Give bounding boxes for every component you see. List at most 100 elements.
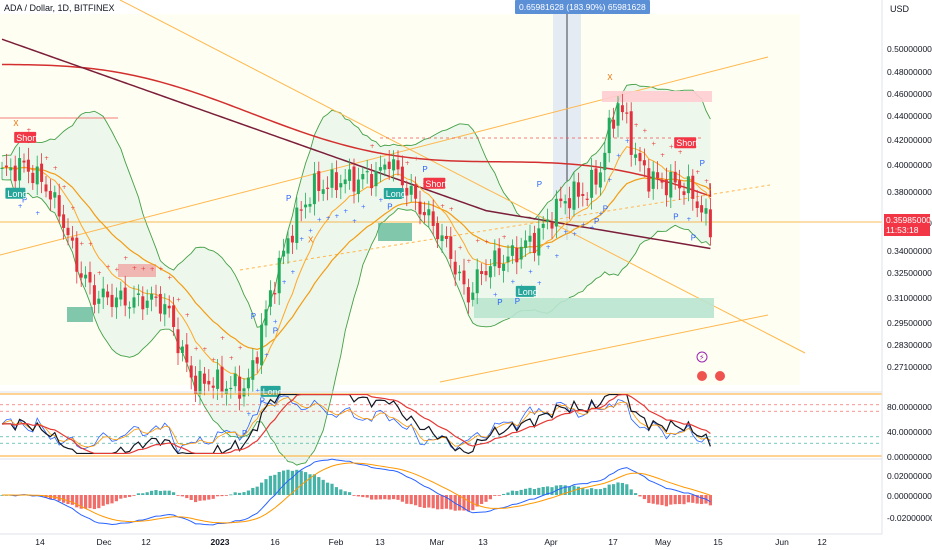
candle-body — [708, 209, 712, 238]
price-tick-label: 0.28300000 — [887, 340, 932, 350]
macd-histogram-bar — [79, 495, 83, 509]
trailing-stop-marker: + — [290, 269, 295, 276]
candle-body — [440, 235, 444, 242]
candle-body — [88, 272, 92, 283]
bollinger-fill — [2, 84, 711, 466]
candle-body — [216, 369, 220, 389]
macd-histogram-bar — [128, 495, 132, 497]
candle-body — [334, 172, 338, 191]
trailing-stop-marker: + — [106, 264, 111, 271]
demand-zone — [474, 298, 714, 318]
candle-body — [75, 237, 79, 272]
candle-body — [598, 172, 602, 188]
candle-body — [176, 329, 180, 354]
macd-histogram-bar — [682, 495, 686, 505]
time-tick-label: 13 — [375, 537, 385, 547]
candle-body — [488, 266, 492, 278]
macd-histogram-bar — [66, 495, 70, 505]
candle-body — [686, 176, 690, 194]
macd-pane[interactable] — [0, 458, 882, 526]
candle-body — [691, 175, 695, 199]
candle-body — [97, 298, 101, 304]
signal-text: Long — [7, 189, 27, 199]
trailing-stop-marker: + — [26, 127, 31, 134]
candle-body — [114, 297, 118, 308]
macd-histogram-bar — [427, 495, 431, 508]
macd-histogram-bar — [268, 475, 272, 495]
trailing-stop-marker: + — [158, 265, 163, 272]
candle-body — [422, 212, 426, 216]
candle-body — [396, 160, 400, 170]
macd-histogram-bar — [321, 479, 325, 495]
oscillator-pane[interactable] — [0, 391, 882, 457]
macd-histogram-bar — [422, 495, 426, 508]
macd-histogram-bar — [502, 493, 506, 495]
trailing-stop-marker: + — [502, 234, 507, 241]
pivot-label: P — [286, 194, 291, 203]
macd-histogram-bar — [691, 495, 695, 503]
macd-histogram-bar — [330, 483, 334, 495]
price-tick-label: 0.34000000 — [887, 246, 932, 256]
candle-body — [110, 294, 114, 307]
candle-body — [163, 304, 167, 315]
price-tick-label: 0.38000000 — [887, 187, 932, 197]
ma-light-orange — [1, 146, 711, 380]
candle-body — [607, 117, 611, 154]
pivot-label: P — [603, 205, 608, 214]
macd-histogram-bar — [154, 490, 158, 495]
candle-body — [246, 377, 250, 389]
candle-body — [431, 211, 435, 226]
time-axis[interactable]: 14 Dec 12 2023 16 Feb 13 Mar 13 Apr 17 May 15 Jun 12 — [0, 533, 882, 547]
candle-body — [673, 171, 677, 183]
trailing-stop-marker: + — [414, 156, 419, 163]
macd-histogram-bar — [506, 492, 510, 495]
candle-body — [678, 180, 682, 189]
candle-body — [603, 152, 607, 171]
supply-zone-small — [118, 264, 156, 277]
macd-histogram-bar — [348, 492, 352, 495]
us-flag-event-icon — [715, 371, 725, 381]
macd-histogram-bar — [326, 482, 330, 495]
candle-body — [651, 171, 655, 189]
macd-histogram-bar — [585, 489, 589, 495]
signal-text: Long — [386, 189, 406, 199]
candle-body — [462, 270, 466, 285]
time-tick-label: 15 — [713, 537, 723, 547]
macd-histogram-bar — [282, 470, 286, 495]
macd-histogram-bar — [198, 495, 202, 501]
macd-histogram-bar — [97, 495, 101, 509]
trailing-stop-marker: + — [537, 280, 542, 287]
trailing-stop-marker: + — [35, 210, 40, 217]
candle-body — [563, 201, 567, 204]
pivot-label: P — [691, 233, 696, 242]
price-axis[interactable]: 0.50000000 0.48000000 0.46000000 0.44000000… — [881, 0, 932, 534]
macd-histogram-bar — [365, 495, 369, 498]
signal-badge: Short — [423, 177, 447, 189]
candle-body — [497, 248, 501, 268]
macd-histogram-bar — [695, 495, 699, 504]
candle-body — [260, 324, 264, 366]
macd-histogram-bar — [642, 495, 646, 500]
pivot-label: P — [673, 212, 678, 221]
price-pane[interactable]: ++++++++ +++ +++ + + +++++ ++++++++++++++ + ++++… — [0, 0, 882, 466]
price-tick-label: 0.31000000 — [887, 293, 932, 303]
macd-histogram-bar — [295, 469, 299, 495]
candle-body — [330, 169, 334, 188]
supply-zone — [602, 91, 712, 102]
pivot-label: P — [273, 327, 278, 336]
candle-body — [22, 160, 26, 163]
macd-histogram-bar — [524, 488, 528, 495]
macd-histogram-bar — [700, 495, 704, 505]
candle-body — [409, 185, 413, 195]
candle-body — [154, 296, 158, 298]
time-tick-label: Feb — [329, 537, 344, 547]
macd-histogram-bar — [392, 495, 396, 500]
candle-body — [471, 292, 475, 300]
macd-histogram-bar — [251, 487, 255, 495]
candle-body — [220, 366, 224, 392]
candle-body — [48, 190, 52, 200]
trailing-stop-marker: + — [572, 231, 577, 238]
candle-body — [290, 235, 294, 243]
macd-histogram-bar — [436, 495, 440, 510]
